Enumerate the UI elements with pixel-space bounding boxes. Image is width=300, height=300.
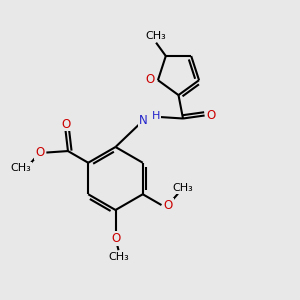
Text: O: O — [35, 146, 44, 159]
Text: O: O — [61, 118, 70, 130]
Text: O: O — [164, 199, 173, 212]
Text: CH₃: CH₃ — [108, 252, 129, 262]
Text: H: H — [152, 111, 160, 121]
Text: O: O — [145, 73, 154, 86]
Text: CH₃: CH₃ — [172, 183, 193, 193]
Text: N: N — [139, 114, 148, 127]
Text: O: O — [207, 109, 216, 122]
Text: O: O — [111, 232, 120, 245]
Text: CH₃: CH₃ — [10, 163, 31, 173]
Text: CH₃: CH₃ — [146, 31, 166, 41]
